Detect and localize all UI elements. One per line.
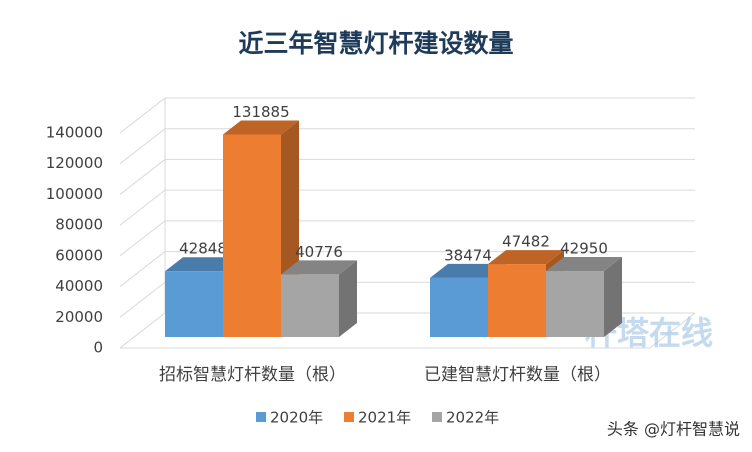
data-label: 42848 [179, 240, 227, 258]
bar [546, 271, 604, 337]
bar-top [488, 250, 564, 265]
x-tick-label: 已建智慧灯杆数量（根） [424, 365, 611, 385]
bar-top [546, 257, 622, 272]
side-grid-line [119, 128, 166, 165]
bar-top [165, 257, 241, 272]
chart-title: 近三年智慧灯杆建设数量 [238, 29, 513, 58]
x-tick-label: 招标智慧灯杆数量（根） [159, 365, 346, 385]
side-grid-line [119, 159, 166, 195]
y-tick-label: 120000 [46, 154, 103, 172]
floor-edge-right [649, 312, 696, 349]
bar-side [604, 257, 622, 337]
y-tick-label: 0 [93, 339, 103, 357]
bar [488, 264, 546, 337]
legend-swatch [256, 412, 266, 422]
y-tick-label: 60000 [55, 246, 103, 264]
bar [430, 277, 488, 337]
side-grid-line [119, 220, 166, 257]
bar-top [281, 260, 357, 275]
data-label: 38474 [444, 246, 492, 264]
legend-swatch [344, 412, 354, 422]
y-tick-label: 80000 [55, 216, 103, 234]
legend-label: 2021年 [358, 409, 411, 427]
bar-top [430, 263, 506, 278]
y-tick-label: 40000 [55, 277, 103, 295]
data-label: 40776 [295, 243, 343, 261]
data-label: 47482 [502, 233, 550, 251]
side-grid-line [119, 312, 166, 349]
y-tick-label: 100000 [46, 185, 103, 203]
bar [281, 274, 339, 337]
data-label: 131885 [232, 103, 289, 121]
legend-swatch [432, 412, 442, 422]
side-grid-line [119, 251, 166, 287]
legend-label: 2020年 [270, 409, 323, 427]
side-grid-line [119, 97, 166, 134]
side-grid-line [119, 189, 166, 226]
bar-side [339, 260, 357, 337]
data-label: 42950 [560, 240, 608, 258]
y-tick-label: 140000 [46, 124, 103, 142]
bar-top [223, 120, 299, 135]
side-grid-line [119, 281, 166, 318]
bar [223, 134, 281, 337]
credit: 头条 @灯杆智慧说 [607, 420, 740, 439]
y-tick-label: 20000 [55, 308, 103, 326]
legend-label: 2022年 [446, 409, 499, 427]
bar [165, 271, 223, 337]
